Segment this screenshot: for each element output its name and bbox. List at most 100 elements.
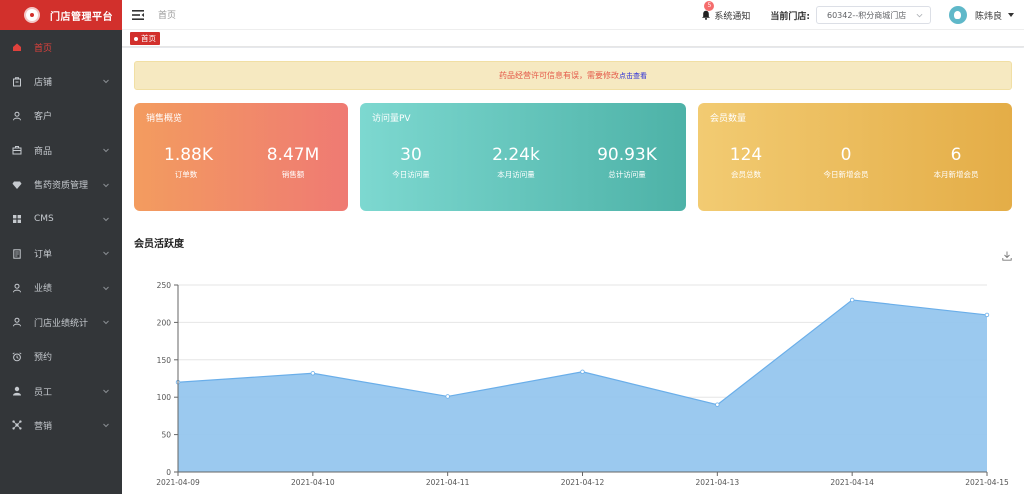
stat-month-pv: 2.24k 本月访问量	[486, 145, 546, 180]
home-icon	[12, 42, 22, 52]
member-activity-chart: 0 50 100 150 200 250 2021-04-09 2021-04-10 2021-…	[156, 281, 1009, 487]
marketing-icon	[12, 420, 22, 431]
briefcase-icon	[12, 145, 22, 155]
chevron-down-icon	[103, 320, 109, 325]
top-header: 首页 5 系统通知 当前门店: 60342--积分商城门店 陈炜良	[122, 0, 1024, 30]
brand-title: 门店管理平台	[50, 11, 113, 23]
sidebar-item-label: 商品	[34, 146, 53, 157]
sidebar-item-10[interactable]: 员工	[0, 374, 122, 408]
tag-home-label: 首页	[141, 34, 156, 43]
store-select[interactable]: 60342--积分商城门店	[815, 6, 931, 24]
stat-label: 今日新增会员	[823, 170, 869, 179]
stat-today-pv: 30 今日访问量	[385, 145, 437, 180]
sidebar-item-5[interactable]: CMS	[0, 202, 122, 236]
stat-total-pv: 90.93K 总计访问量	[592, 145, 662, 180]
sidebar-item-label: 员工	[34, 387, 53, 398]
sidebar-item-8[interactable]: 门店业绩统计	[0, 305, 122, 339]
card-title: 访问量PV	[372, 114, 411, 124]
sidebar-item-0[interactable]: 首页	[0, 30, 122, 64]
chevron-down-icon	[103, 286, 109, 290]
data-point	[715, 402, 720, 407]
chevron-down-icon	[103, 217, 109, 222]
member-activity-title: 会员活跃度	[134, 239, 184, 250]
data-point	[580, 369, 585, 374]
chevron-down-icon	[916, 13, 923, 18]
username: 陈炜良	[974, 11, 1002, 22]
sidebar: 门店管理平台 首页店铺客户商品售药资质管理 CMS 订单业绩门店业绩统计 预约员工营销	[0, 0, 122, 494]
members-card: 会员数量 124 会员总数 0 今日新增会员 6 本月新增会员	[698, 103, 1012, 211]
store-label: 当前门店:	[770, 11, 810, 22]
stat-value: 6	[950, 145, 962, 165]
caret-down-icon	[1008, 13, 1014, 17]
sidebar-item-2[interactable]: 客户	[0, 99, 122, 133]
stat-total-members: 124 会员总数	[720, 145, 772, 180]
x-tick-label: 2021-04-13	[696, 478, 740, 487]
bell-icon	[702, 10, 711, 20]
store-select-value: 60342--积分商城门店	[826, 10, 907, 20]
sidebar-item-label: 营销	[34, 421, 53, 432]
x-tick-label: 2021-04-10	[291, 478, 335, 487]
sidebar-item-9[interactable]: 预约	[0, 340, 122, 374]
alarm-icon	[12, 352, 22, 362]
stat-sales: 8.47M 销售额	[263, 145, 323, 180]
user-menu[interactable]: 陈炜良	[948, 6, 1014, 24]
notice-label: 系统通知	[714, 11, 751, 22]
data-point	[984, 312, 990, 318]
x-tick-label: 2021-04-11	[426, 478, 470, 487]
area-fill	[178, 299, 987, 472]
stat-label: 今日访问量	[392, 170, 430, 179]
stat-label: 销售额	[281, 170, 305, 179]
card-title: 销售概览	[146, 114, 183, 124]
sidebar-item-6[interactable]: 订单	[0, 236, 122, 270]
stat-month-new-members: 6 本月新增会员	[926, 145, 986, 180]
sidebar-item-label: 订单	[34, 250, 53, 261]
sidebar-item-3[interactable]: 商品	[0, 133, 122, 167]
staff-icon	[12, 386, 22, 396]
sidebar-item-label: 首页	[34, 43, 53, 54]
y-tick-label: 50	[161, 431, 171, 440]
x-tick-label: 2021-04-14	[830, 478, 874, 487]
stat-orders: 1.88K 订单数	[164, 145, 213, 180]
logo-icon	[24, 7, 40, 23]
data-point	[310, 371, 316, 376]
stat-value: 30	[400, 145, 422, 165]
pv-card: 访问量PV 30 今日访问量 2.24k 本月访问量 90.93K 总计访问量	[360, 103, 686, 211]
alert-link[interactable]: 点击查看	[619, 71, 647, 80]
sidebar-item-label: 售药资质管理	[34, 181, 89, 192]
sidebar-item-1[interactable]: 店铺	[0, 64, 122, 98]
y-tick-label: 200	[157, 318, 172, 327]
alert-text: 药品经营许可信息有误，需要修改	[499, 71, 619, 80]
chevron-down-icon	[103, 183, 109, 187]
stat-value: 124	[729, 145, 763, 165]
brand[interactable]: 门店管理平台	[0, 0, 122, 30]
download-icon[interactable]	[1002, 251, 1012, 261]
notice-badge: 5	[704, 0, 715, 11]
store-icon	[12, 76, 22, 87]
stat-value: 90.93K	[597, 145, 657, 165]
tags-bar: 首页	[122, 30, 1024, 47]
sidebar-item-label: 业绩	[34, 284, 53, 295]
chevron-down-icon	[103, 148, 109, 153]
sidebar-item-label: CMS	[34, 214, 54, 225]
user-icon	[12, 317, 22, 327]
y-tick-label: 250	[157, 281, 172, 290]
user-icon	[12, 111, 22, 121]
grid-icon	[12, 214, 22, 224]
user-icon	[12, 283, 22, 293]
stat-today-new-members: 0 今日新增会员	[816, 145, 876, 180]
sidebar-item-7[interactable]: 业绩	[0, 271, 122, 305]
stat-value: 2.24k	[492, 145, 540, 165]
sidebar-item-label: 客户	[34, 112, 53, 123]
tag-home[interactable]: 首页	[130, 32, 160, 45]
breadcrumb[interactable]: 首页	[158, 11, 177, 21]
stat-label: 本月访问量	[497, 170, 535, 179]
stat-label: 订单数	[174, 170, 198, 179]
license-alert: 药品经营许可信息有误，需要修改 点击查看	[134, 61, 1012, 90]
sidebar-item-label: 店铺	[34, 78, 53, 89]
chevron-down-icon	[103, 423, 109, 428]
menu-toggle-icon[interactable]	[132, 9, 144, 20]
sidebar-item-4[interactable]: 售药资质管理	[0, 168, 122, 202]
sidebar-item-11[interactable]: 营销	[0, 408, 122, 442]
system-notice[interactable]: 5 系统通知	[701, 0, 751, 22]
data-point	[849, 297, 855, 303]
